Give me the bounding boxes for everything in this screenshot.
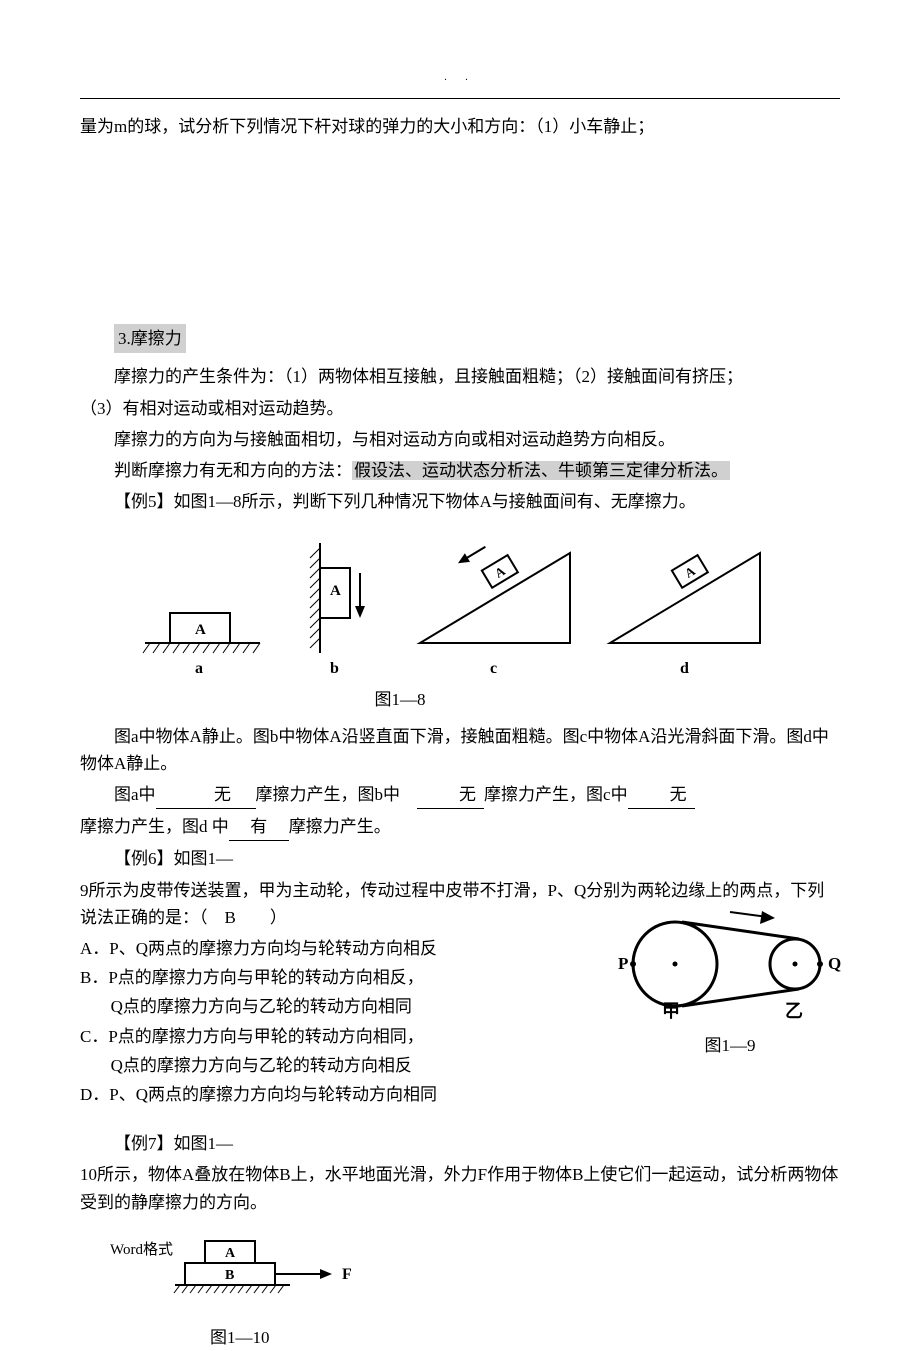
friction-methods: 判断摩擦力有无和方向的方法：假设法、运动状态分析法、牛顿第三定律分析法。 [80,457,840,484]
example-5-text: 【例5】如图1—8所示，判断下列几种情况下物体A与接触面间有、无摩擦力。 [80,488,840,515]
svg-text:A: A [492,563,508,581]
svg-text:A: A [225,1246,236,1261]
subfig-d: A d [610,553,760,677]
svg-text:P: P [618,954,628,973]
blank-line-1: 图a中无摩擦力产生，图b中 无摩擦力产生，图c中无 [80,781,840,809]
header-line [80,98,840,99]
svg-text:A: A [682,563,698,581]
blank-c: 无 [628,781,695,809]
friction-conditions-2: （3）有相对运动或相对运动趋势。 [80,395,840,422]
example-6-block: 【例6】如图1— 9所示为皮带传送装置，甲为主动轮，传动过程中皮带不打滑，P、Q… [80,845,840,1108]
example-6-title: 【例6】如图1— [80,845,840,872]
svg-text:F: F [342,1266,352,1283]
blank-d-pre: 摩擦力产生，图d 中 [80,817,229,836]
blank-c-pre: 摩擦力产生，图c中 [484,785,628,804]
example-7-title: 【例7】如图1— [80,1130,840,1157]
svg-text:d: d [680,660,689,677]
fig-1-8-caption: 图1—8 [0,686,840,713]
page-footer: Word格式 [110,1238,173,1262]
svg-text:a: a [195,660,203,677]
blank-line-2: 摩擦力产生，图d 中有摩擦力产生。 [80,813,840,841]
svg-text:Q: Q [828,954,841,973]
fig-1-10-svg: A B F [170,1236,370,1306]
svg-text:A: A [195,622,206,638]
svg-text:B: B [225,1268,234,1283]
subfig-a: A a [143,613,260,677]
figure-1-10: A B F [170,1236,840,1314]
subfig-c: A c [420,543,570,678]
header-dots: . . [80,70,840,86]
friction-conditions-1: 摩擦力的产生条件为：（1）两物体相互接触，且接触面粗糙；（2）接触面间有挤压； [80,363,840,390]
option-d: D．P、Q两点的摩擦力方向均与轮转动方向相同 [80,1081,840,1108]
fig-1-8-svg: A a A b A [140,533,780,683]
blank-b-pre: 摩擦力产生，图b中 [256,785,401,804]
abcd-description: 图a中物体A静止。图b中物体A沿竖直面下滑，接触面粗糙。图c中物体A沿光滑斜面下… [80,723,840,777]
methods-prefix: 判断摩擦力有无和方向的方法： [114,461,352,480]
fig-1-10-caption: 图1—10 [210,1324,840,1351]
blank-a: 无 [156,781,256,809]
svg-text:乙: 乙 [785,1001,803,1019]
figure-1-9: P Q 甲 乙 图1—9 [600,899,860,1058]
blank-b: 无 [417,781,484,809]
subfig-b: A b [310,543,365,677]
figure-1-8: A a A b A [80,533,840,712]
svg-text:甲: 甲 [662,1001,680,1019]
blank-a-pre: 图a中 [114,785,156,804]
section-title-friction: 3.摩擦力 [114,324,186,353]
example-7-body: 10所示，物体A叠放在物体B上，水平地面光滑，外力F作用于物体B上使它们一起运动… [80,1161,840,1215]
svg-text:A: A [330,583,341,599]
fig-1-9-svg: P Q 甲 乙 [600,899,860,1019]
methods-highlight: 假设法、运动状态分析法、牛顿第三定律分析法。 [352,461,730,480]
blank-d-post: 摩擦力产生。 [289,817,391,836]
intro-para: 量为m的球，试分析下列情况下杆对球的弹力的大小和方向：（1）小车静止； [80,113,840,140]
friction-direction: 摩擦力的方向为与接触面相切，与相对运动方向或相对运动趋势方向相反。 [80,426,840,453]
fig-1-9-caption: 图1—9 [600,1032,860,1059]
svg-text:b: b [330,660,339,677]
blank-d: 有 [229,813,289,841]
svg-text:c: c [490,660,497,677]
